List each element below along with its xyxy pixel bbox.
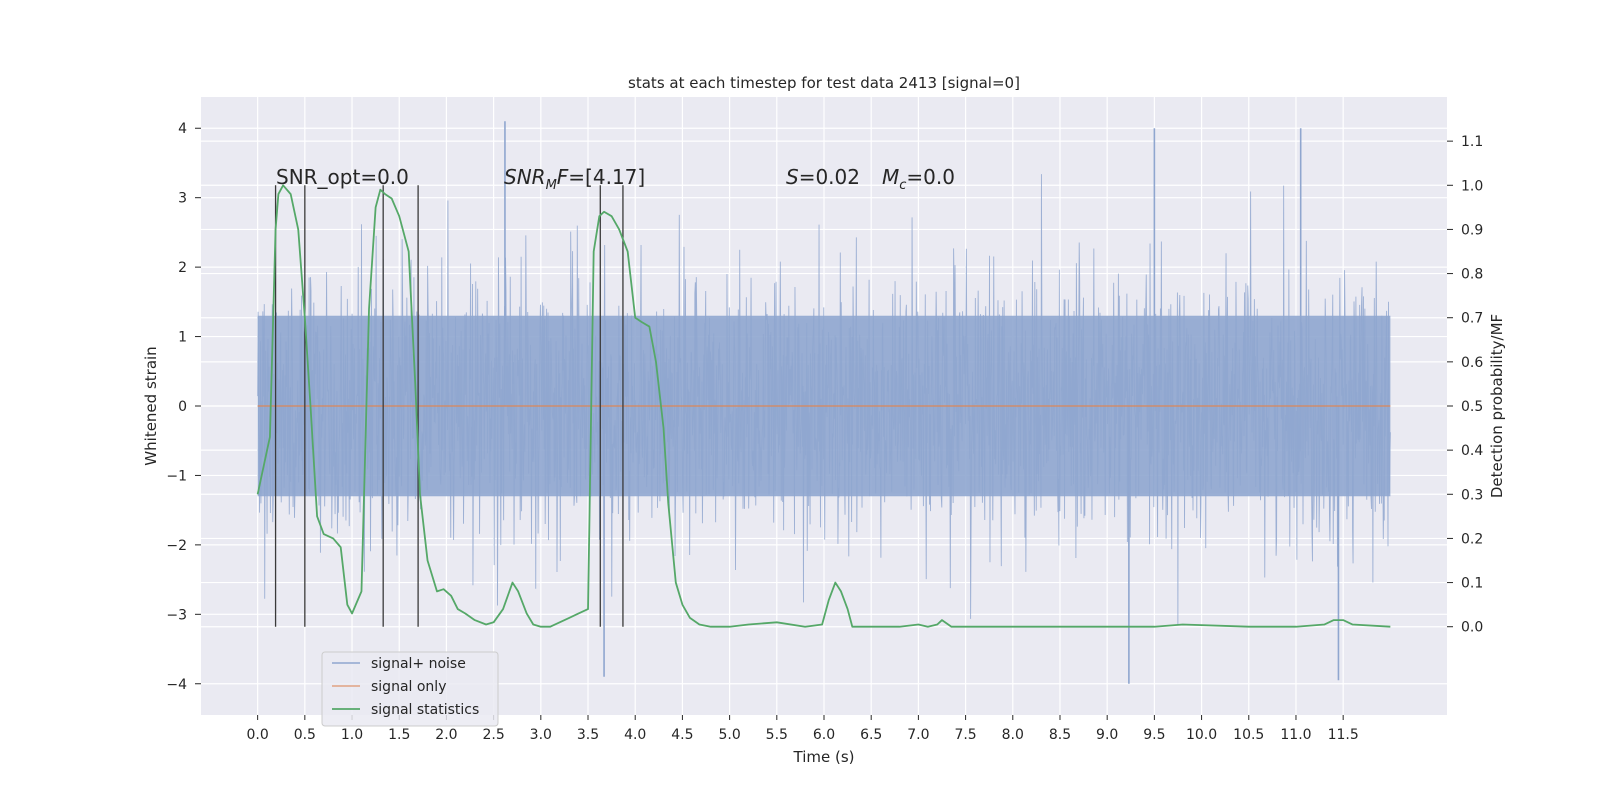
x-tick-label: 8.5 <box>1049 727 1071 743</box>
x-tick-label: 7.5 <box>954 727 976 743</box>
snr-mf-sub: M <box>546 178 557 193</box>
y-right-tick-label: 0.5 <box>1461 399 1483 415</box>
annotation-s: S=0.02 <box>786 165 860 189</box>
x-tick-label: 1.5 <box>388 727 410 743</box>
mc-value: =0.0 <box>906 165 955 189</box>
y-ticks-right: 1.1 1.0 0.9 0.8 0.7 0.6 0.5 0.4 0.3 0.2 0.1 0.0 <box>1447 134 1483 636</box>
x-tick-label: 2.5 <box>482 727 504 743</box>
y-tick-label: −2 <box>166 538 187 554</box>
vertical-markers <box>274 185 624 627</box>
y-right-tick-label: 0.1 <box>1461 576 1483 592</box>
x-tick-label: 3.0 <box>530 727 552 743</box>
x-tick-label: 11.5 <box>1328 727 1359 743</box>
x-tick-label: 9.5 <box>1143 727 1165 743</box>
s-value: =0.02 <box>799 165 860 189</box>
snr-mf-value: =[4.17] <box>568 165 645 189</box>
legend-label-signal-plus-noise: signal+ noise <box>371 656 466 672</box>
x-tick-label: 3.5 <box>577 727 599 743</box>
x-tick-label: 1.0 <box>341 727 363 743</box>
legend-label-signal-statistics: signal statistics <box>371 702 479 718</box>
y-tick-label: 3 <box>178 191 187 207</box>
y-tick-label: 0 <box>178 399 187 415</box>
x-tick-label: 5.5 <box>766 727 788 743</box>
signal-statistics-line <box>256 184 1391 628</box>
mc-sub: c <box>899 178 906 193</box>
x-tick-label: 4.5 <box>671 727 693 743</box>
y-tick-label: 2 <box>178 260 187 276</box>
legend-box <box>321 651 499 727</box>
x-tick-label: 0.0 <box>247 727 269 743</box>
y-right-tick-label: 0.3 <box>1461 487 1483 503</box>
y-right-tick-label: 0.7 <box>1461 311 1483 327</box>
x-tick-label: 5.0 <box>718 727 740 743</box>
y-ticks: 4 3 2 1 0 −1 −2 −3 −4 <box>166 121 201 693</box>
y-right-tick-label: 0.2 <box>1461 531 1483 547</box>
legend-label-signal-only: signal only <box>371 679 446 695</box>
y-axis-right-label: Detection probability/MF <box>1488 314 1506 498</box>
y-right-tick-label: 0.0 <box>1461 620 1483 636</box>
y-axis-label: Whitened strain <box>142 346 160 465</box>
annotation-snr-mf: SNRMF=[4.17] <box>504 165 645 193</box>
snr-mf-label: SNR <box>504 165 546 189</box>
y-right-tick-label: 0.6 <box>1461 355 1483 371</box>
legend: signal+ noise signal only signal statist… <box>321 651 499 727</box>
x-tick-label: 8.0 <box>1002 727 1024 743</box>
y-tick-label: 4 <box>178 121 187 137</box>
y-tick-label: −1 <box>166 468 187 484</box>
x-tick-label: 11.0 <box>1280 727 1311 743</box>
annotation-snr-opt: SNR_opt=0.0 <box>276 165 409 189</box>
s-label: S <box>786 165 799 189</box>
x-tick-label: 6.5 <box>860 727 882 743</box>
x-tick-label: 10.5 <box>1233 727 1264 743</box>
snr-mf-label2: F <box>557 165 569 189</box>
y-tick-label: 1 <box>178 330 187 346</box>
x-tick-label: 10.0 <box>1186 727 1217 743</box>
series-signal-statistics <box>256 184 1391 628</box>
y-tick-label: −3 <box>166 607 187 623</box>
y-right-tick-label: 1.1 <box>1461 134 1483 150</box>
x-tick-label: 4.0 <box>624 727 646 743</box>
x-ticks: 0.0 0.5 1.0 1.5 2.0 2.5 3.0 3.5 4.0 4.5 5.0 5.5 6.0 6… <box>247 715 1359 743</box>
mc-label: M <box>882 165 899 189</box>
x-tick-label: 6.0 <box>813 727 835 743</box>
y-tick-label: −4 <box>166 677 187 693</box>
x-tick-label: 9.0 <box>1096 727 1118 743</box>
y-right-tick-label: 1.0 <box>1461 178 1483 194</box>
chart-title: stats at each timestep for test data 241… <box>628 74 1020 92</box>
x-tick-label: 0.5 <box>294 727 316 743</box>
y-right-tick-label: 0.9 <box>1461 222 1483 238</box>
y-right-tick-label: 0.8 <box>1461 267 1483 283</box>
x-tick-label: 7.0 <box>907 727 929 743</box>
x-tick-label: 2.0 <box>435 727 457 743</box>
annotation-mc: Mc=0.0 <box>882 165 955 193</box>
x-axis-label: Time (s) <box>793 748 855 766</box>
y-right-tick-label: 0.4 <box>1461 443 1483 459</box>
